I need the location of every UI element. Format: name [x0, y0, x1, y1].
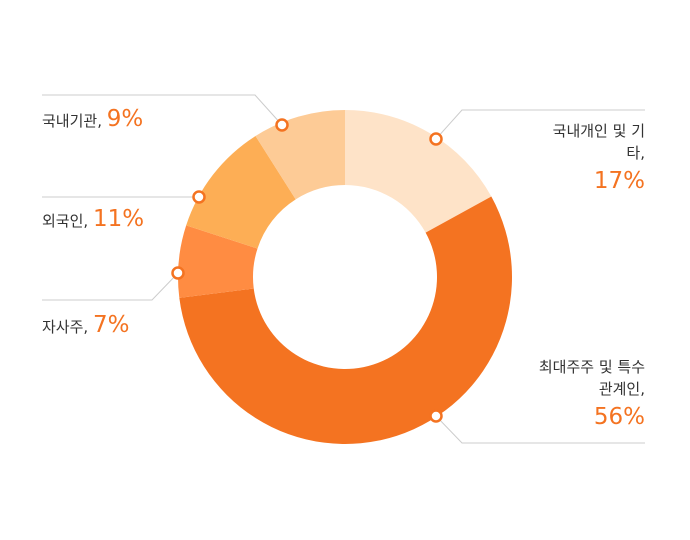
marker-dot [275, 118, 289, 132]
slice-label: 외국인, 11% [42, 208, 144, 232]
slice-label: 국내기관, 9% [42, 108, 143, 132]
label-name: 국내개인 및 기타, [552, 122, 645, 162]
donut-slice [345, 110, 492, 233]
slice-label: 최대주주 및 특수관계인, 56% [535, 356, 645, 430]
donut-slice [179, 196, 513, 445]
label-name: 최대주주 및 특수관계인, [538, 358, 645, 398]
donut-slice [255, 110, 345, 200]
label-value: 17% [593, 168, 645, 194]
donut-slice [186, 135, 296, 249]
label-value: 11% [92, 206, 145, 232]
marker-dot [192, 190, 206, 204]
slice-label: 국내개인 및 기타, 17% [535, 120, 645, 194]
marker-dot [429, 409, 443, 423]
leader-line [435, 109, 645, 140]
label-name: 국내기관, [42, 112, 102, 130]
leader-line [42, 272, 179, 301]
donut-slice [177, 225, 258, 298]
label-value: 7% [92, 312, 130, 338]
leader-line [42, 94, 283, 126]
label-value: 9% [106, 106, 144, 132]
label-name: 외국인, [42, 212, 89, 230]
leader-line [435, 415, 645, 444]
marker-dot [429, 132, 443, 146]
label-name: 자사주, [42, 318, 89, 336]
label-value: 56% [593, 404, 645, 430]
slice-label: 자사주, 7% [42, 314, 129, 338]
marker-dot [171, 266, 185, 280]
